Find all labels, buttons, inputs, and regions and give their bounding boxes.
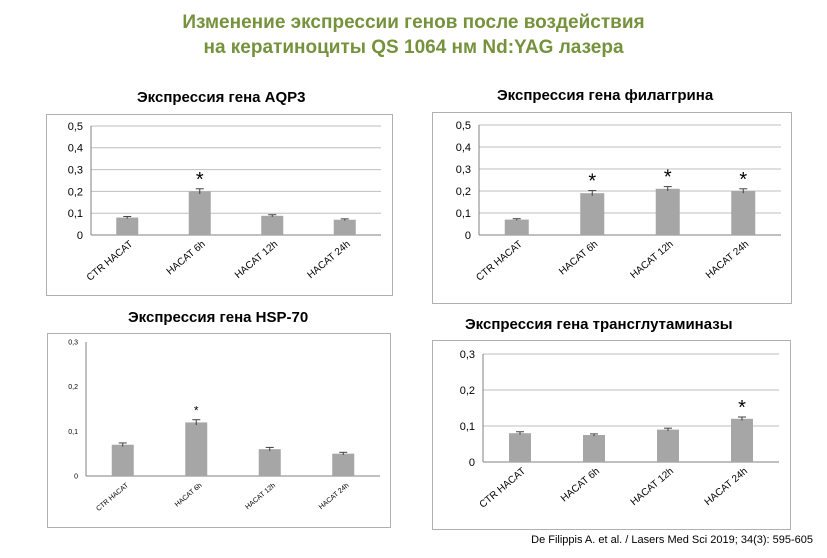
transglutaminase-y-tick-label: 0 xyxy=(469,457,475,469)
filaggrin-significance-star: * xyxy=(739,169,747,191)
transglutaminase-y-tick-label: 0,3 xyxy=(460,349,475,361)
filaggrin-y-tick-label: 0,3 xyxy=(456,164,471,176)
filaggrin-category-label: HACAT 24h xyxy=(704,239,751,281)
chart-hsp70: 0 0,1 0,2 0,3 CTR HACAT * HACAT 6h HACAT 12h HAC… xyxy=(68,339,380,513)
transglutaminase-category-label: HACAT 12h xyxy=(629,466,676,508)
filaggrin-bar xyxy=(580,193,605,235)
aqp3-bar xyxy=(261,215,284,235)
hsp70-significance-star: * xyxy=(194,404,199,418)
aqp3-bar xyxy=(333,219,356,235)
chart-title-hsp70: Экспрессия гена HSP-70 xyxy=(128,309,309,326)
chart-filaggrin: 0 0,1 0,2 0,3 0,4 0,5 CTR HACAT * HACAT 6h * HACAT… xyxy=(456,120,781,284)
filaggrin-category-label: HACAT 12h xyxy=(628,239,675,281)
transglutaminase-category-label: HACAT 24h xyxy=(703,466,750,508)
citation: De Filippis A. et al. / Lasers Med Sci 2… xyxy=(531,534,813,546)
transglutaminase-significance-star: * xyxy=(738,397,746,419)
filaggrin-significance-star: * xyxy=(664,167,672,189)
aqp3-y-tick-label: 0,5 xyxy=(68,121,83,133)
filaggrin-y-tick-label: 0,4 xyxy=(456,142,471,154)
aqp3-category-label: CTR HACAT xyxy=(85,239,135,284)
filaggrin-y-tick-label: 0,2 xyxy=(456,186,471,198)
filaggrin-category-label: HACAT 6h xyxy=(557,239,600,278)
aqp3-category-label: HACAT 12h xyxy=(233,239,280,281)
hsp70-y-tick-label: 0,2 xyxy=(68,384,78,391)
filaggrin-bar xyxy=(504,219,529,235)
filaggrin-category-label: CTR HACAT xyxy=(474,239,524,284)
transglutaminase-y-tick-label: 0,1 xyxy=(460,421,475,433)
chart-panel-filaggrin: 0 0,1 0,2 0,3 0,4 0,5 CTR HACAT * HACAT 6h * HACAT… xyxy=(432,112,792,304)
chart-panel-hsp70: 0 0,1 0,2 0,3 CTR HACAT * HACAT 6h HACAT 12h HAC… xyxy=(47,333,391,528)
slide-title-line-2: на кератиноциты QS 1064 нм Nd:YAG лазера xyxy=(203,37,624,58)
aqp3-category-label: HACAT 6h xyxy=(165,239,208,278)
transglutaminase-bar xyxy=(583,435,605,462)
filaggrin-y-tick-label: 0,5 xyxy=(456,120,471,132)
hsp70-y-tick-label: 0 xyxy=(74,473,78,480)
aqp3-y-tick-label: 0 xyxy=(77,230,83,242)
hsp70-bar xyxy=(332,453,355,476)
transglutaminase-y-tick-label: 0,2 xyxy=(460,385,475,397)
hsp70-bar xyxy=(185,422,208,476)
chart-title-aqp3: Экспрессия гена AQP3 xyxy=(137,89,306,106)
hsp70-bar xyxy=(111,444,134,476)
chart-title-filaggrin: Экспрессия гена филаггрина xyxy=(497,87,714,104)
filaggrin-significance-star: * xyxy=(588,171,596,193)
chart-transglutaminase: 0 0,1 0,2 0,3 CTR HACAT HACAT 6h HACAT 12h * HAC… xyxy=(460,349,779,511)
filaggrin-bar xyxy=(731,191,756,235)
filaggrin-bar xyxy=(655,188,680,235)
filaggrin-y-tick-label: 0 xyxy=(465,230,471,242)
hsp70-category-label: CTR HACAT xyxy=(95,482,130,513)
hsp70-y-tick-label: 0,3 xyxy=(68,339,78,346)
slide-title: Изменение экспрессии генов после воздейс… xyxy=(0,10,827,60)
hsp70-y-tick-label: 0,1 xyxy=(68,429,78,436)
transglutaminase-bar xyxy=(657,429,679,462)
aqp3-y-tick-label: 0,4 xyxy=(68,143,83,155)
aqp3-bar xyxy=(188,191,211,235)
aqp3-significance-star: * xyxy=(196,169,204,191)
filaggrin-y-tick-label: 0,1 xyxy=(456,208,471,220)
aqp3-y-tick-label: 0,3 xyxy=(68,164,83,176)
aqp3-bar xyxy=(116,217,139,235)
hsp70-bar xyxy=(258,449,281,476)
chart-aqp3: 0 0,1 0,2 0,3 0,4 0,5 CTR HACAT * HACAT 6h HACAT … xyxy=(68,121,381,284)
transglutaminase-bar xyxy=(509,433,531,462)
aqp3-y-tick-label: 0,2 xyxy=(68,186,83,198)
slide-title-line-1: Изменение экспрессии генов после воздейс… xyxy=(182,12,645,33)
transglutaminase-category-label: HACAT 6h xyxy=(559,466,602,505)
transglutaminase-bar xyxy=(731,418,753,462)
transglutaminase-category-label: CTR HACAT xyxy=(478,466,528,511)
aqp3-category-label: HACAT 24h xyxy=(305,239,352,281)
hsp70-category-label: HACAT 24h xyxy=(318,482,351,511)
chart-panel-transglutaminase: 0 0,1 0,2 0,3 CTR HACAT HACAT 6h HACAT 12h * HAC… xyxy=(432,340,791,530)
chart-title-transglutaminase: Экспрессия гена трансглутаминазы xyxy=(465,316,733,333)
hsp70-category-label: HACAT 12h xyxy=(244,482,277,511)
aqp3-y-tick-label: 0,1 xyxy=(68,208,83,220)
chart-panel-aqp3: 0 0,1 0,2 0,3 0,4 0,5 CTR HACAT * HACAT 6h HACAT … xyxy=(46,114,393,296)
hsp70-category-label: HACAT 6h xyxy=(174,482,204,509)
